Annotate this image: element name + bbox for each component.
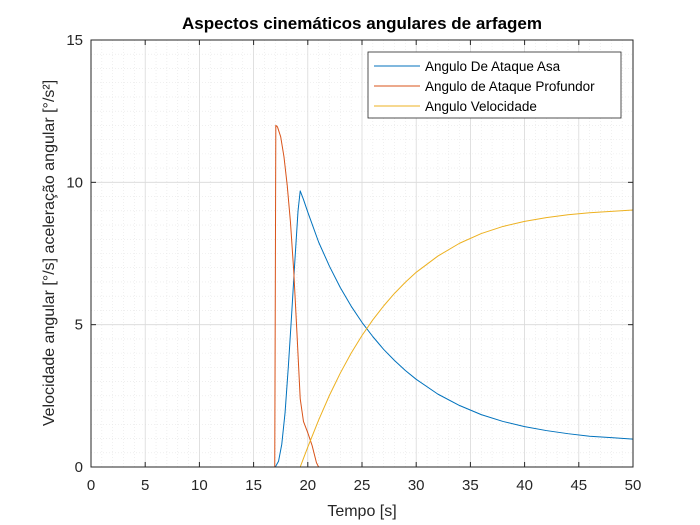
legend-label-2: Angulo Velocidade <box>425 99 537 114</box>
x-tick-label: 35 <box>462 477 479 494</box>
x-tick-label: 5 <box>141 477 149 494</box>
x-axis-label: Tempo [s] <box>327 503 396 520</box>
x-tick-label: 20 <box>299 477 316 494</box>
series-line-0 <box>91 190 634 468</box>
y-tick-label: 5 <box>75 317 83 334</box>
x-tick-label: 25 <box>354 477 371 494</box>
x-tick-label: 45 <box>570 477 587 494</box>
y-tick-label: 15 <box>66 32 83 49</box>
series-line-1 <box>91 124 633 468</box>
legend-label-0: Angulo De Ataque Asa <box>425 59 561 74</box>
y-tick-label: 0 <box>75 459 83 476</box>
chart-title: Aspectos cinemáticos angulares de arfage… <box>182 14 542 33</box>
series-layer <box>91 124 634 468</box>
legend-box <box>367 51 622 119</box>
legend: Angulo De Ataque Asa Angulo de Ataque Pr… <box>367 51 622 119</box>
legend-entry-2: Angulo Velocidade <box>374 99 537 114</box>
x-tick-label: 30 <box>408 477 425 494</box>
y-axis-label: Velocidade angular [°/s] aceleração angu… <box>41 80 58 426</box>
x-tick-label: 50 <box>625 477 642 494</box>
series-line-2 <box>91 209 634 468</box>
x-tick-label: 0 <box>87 477 95 494</box>
x-tick-label: 10 <box>191 477 208 494</box>
x-tick-label: 40 <box>516 477 533 494</box>
legend-label-1: Angulo de Ataque Profundor <box>425 79 595 94</box>
x-tick-label: 15 <box>245 477 262 494</box>
ticks-layer: 0 5 10 15 20 25 30 35 40 45 50 0 5 10 15 <box>66 32 641 494</box>
legend-entry-0: Angulo De Ataque Asa <box>374 59 561 74</box>
legend-entry-1: Angulo de Ataque Profundor <box>374 79 595 94</box>
y-tick-label: 10 <box>66 174 83 191</box>
